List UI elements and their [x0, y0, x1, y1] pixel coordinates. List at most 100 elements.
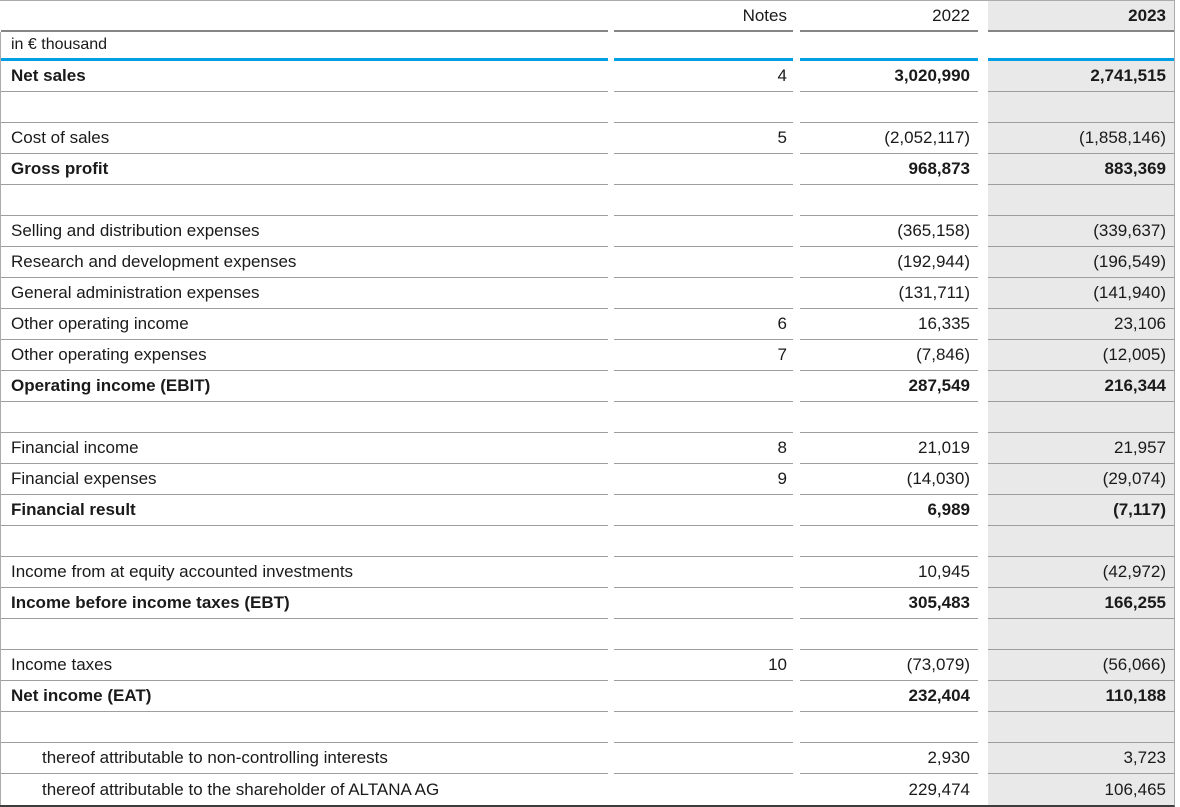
value-2022: (365,158): [800, 216, 978, 247]
note-ref: [614, 588, 793, 619]
value-2023: 21,957: [988, 433, 1174, 464]
col-header-2022: 2022: [800, 1, 978, 32]
value-2022: 305,483: [800, 588, 978, 619]
value-2022: 21,019: [800, 433, 978, 464]
spacer-row: [1, 619, 1174, 650]
note-ref: [614, 216, 793, 247]
note-ref: 6: [614, 309, 793, 340]
value-2022: (14,030): [800, 464, 978, 495]
note-ref: [614, 743, 793, 774]
table-header-row: Notes 2022 2023: [0, 1, 1174, 32]
table-row: Financial result 6,989 (7,117): [1, 495, 1174, 526]
table-row: Income from at equity accounted investme…: [1, 557, 1174, 588]
row-label: Operating income (EBIT): [1, 371, 608, 402]
value-2023: (7,117): [988, 495, 1174, 526]
spacer-row: [1, 526, 1174, 557]
col-header-notes: Notes: [614, 1, 793, 32]
spacer-row: [1, 712, 1174, 743]
value-2023: [988, 402, 1174, 433]
row-label: Financial expenses: [1, 464, 608, 495]
note-ref: [614, 619, 793, 650]
value-2023: (29,074): [988, 464, 1174, 495]
value-2022: 10,945: [800, 557, 978, 588]
row-label: Income taxes: [1, 650, 608, 681]
value-2023: (56,066): [988, 650, 1174, 681]
row-label: [1, 712, 608, 743]
row-label: Other operating income: [1, 309, 608, 340]
unit-notes-cell: [614, 32, 793, 61]
value-2023: (196,549): [988, 247, 1174, 278]
row-label: thereof attributable to non-controlling …: [1, 743, 608, 774]
value-2023: [988, 526, 1174, 557]
note-ref: [614, 712, 793, 743]
table-body: in € thousand Net sales 4 3,020,990 2,741,5…: [0, 32, 1174, 805]
row-label: [1, 92, 608, 123]
spacer-row: [1, 402, 1174, 433]
value-2023: [988, 712, 1174, 743]
note-ref: 9: [614, 464, 793, 495]
row-label: Selling and distribution expenses: [1, 216, 608, 247]
unit-2022-cell: [800, 32, 978, 61]
note-ref: [614, 402, 793, 433]
table-row: General administration expenses (131,711)…: [1, 278, 1174, 309]
row-label: [1, 619, 608, 650]
value-2022: (192,944): [800, 247, 978, 278]
note-ref: [614, 92, 793, 123]
note-ref: [614, 681, 793, 712]
row-label: Financial result: [1, 495, 608, 526]
row-label: thereof attributable to the shareholder …: [42, 779, 440, 799]
note-ref: [614, 278, 793, 309]
value-2023: [988, 92, 1174, 123]
note-ref: 10: [614, 650, 793, 681]
value-2023: [988, 185, 1174, 216]
note-ref: 4: [614, 61, 793, 92]
value-2022: 968,873: [800, 154, 978, 185]
value-2022: 232,404: [800, 681, 978, 712]
value-2023: 3,723: [988, 743, 1174, 774]
value-2022: [800, 619, 978, 650]
table-row: Net income (EAT) 232,404 110,188: [1, 681, 1174, 712]
table-row: thereof attributable to the shareholder …: [1, 774, 1174, 805]
note-ref: [614, 526, 793, 557]
spacer-row: [1, 92, 1174, 123]
note-ref: [614, 774, 793, 805]
note-ref: [614, 154, 793, 185]
table-row: Cost of sales 5 (2,052,117) (1,858,146): [1, 123, 1174, 154]
note-ref: [614, 247, 793, 278]
value-2022: 229,474: [908, 779, 970, 799]
value-2022: 3,020,990: [800, 61, 978, 92]
value-2022: (2,052,117): [800, 123, 978, 154]
value-2022: (131,711): [800, 278, 978, 309]
value-2022: [800, 402, 978, 433]
value-2023: (1,858,146): [988, 123, 1174, 154]
row-label: [1, 526, 608, 557]
value-2023: 23,106: [988, 309, 1174, 340]
note-ref: [614, 557, 793, 588]
unit-row: in € thousand: [1, 32, 1174, 61]
unit-label: in € thousand: [1, 32, 608, 61]
table-row: thereof attributable to non-controlling …: [1, 743, 1174, 774]
value-2023: (339,637): [988, 216, 1174, 247]
value-2023: 2,741,515: [988, 61, 1174, 92]
value-2022: (7,846): [800, 340, 978, 371]
row-label: Other operating expenses: [1, 340, 608, 371]
table-row: Financial income 8 21,019 21,957: [1, 433, 1174, 464]
value-2023: 106,465: [988, 774, 1174, 805]
row-label: [1, 185, 608, 216]
value-2023: 110,188: [988, 681, 1174, 712]
row-label: Gross profit: [1, 154, 608, 185]
value-2022: (73,079): [800, 650, 978, 681]
value-2022: 6,989: [800, 495, 978, 526]
value-2023: (42,972): [988, 557, 1174, 588]
table-row: Selling and distribution expenses (365,15…: [1, 216, 1174, 247]
table-row: Income taxes 10 (73,079) (56,066): [1, 650, 1174, 681]
note-ref: [614, 495, 793, 526]
note-ref: 8: [614, 433, 793, 464]
note-ref: 5: [614, 123, 793, 154]
row-label: Research and development expenses: [1, 247, 608, 278]
value-2022: 16,335: [800, 309, 978, 340]
table-row: Financial expenses 9 (14,030) (29,074): [1, 464, 1174, 495]
value-2022: [800, 526, 978, 557]
row-label: Net sales: [1, 61, 608, 92]
row-label: Cost of sales: [1, 123, 608, 154]
